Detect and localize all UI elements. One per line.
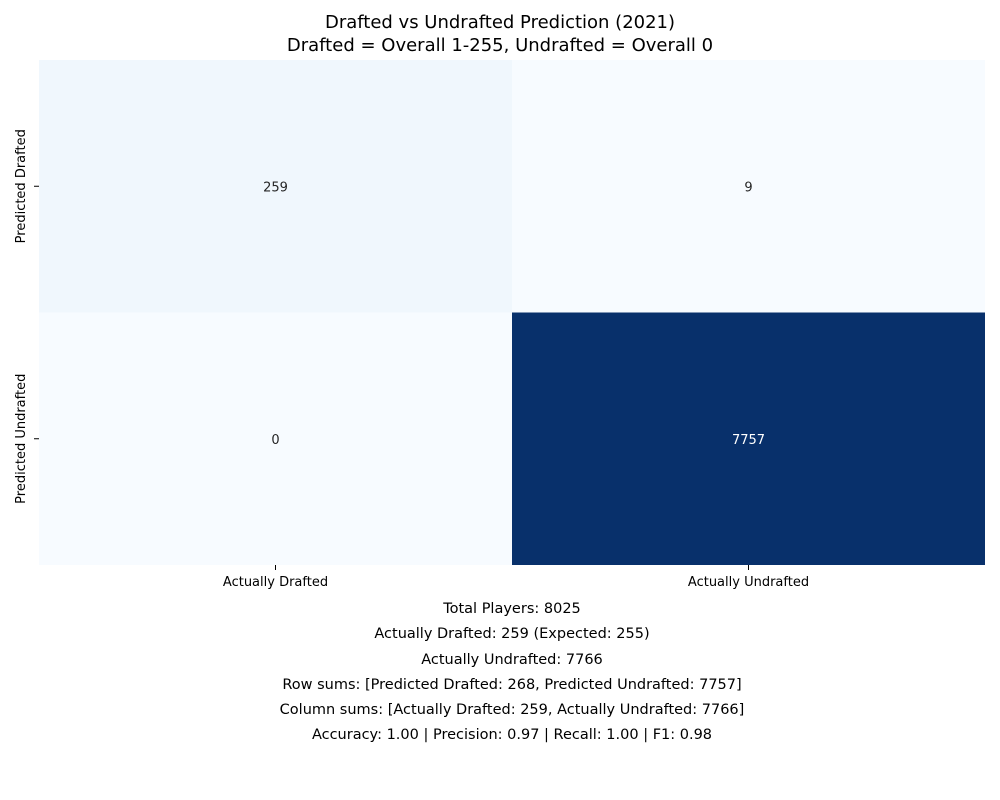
stat-metrics: Accuracy: 1.00 | Precision: 0.97 | Recal…	[311, 727, 713, 743]
stat-actually-undrafted: Actually Undrafted: 7766	[421, 652, 603, 668]
stat-actually-drafted: Actually Drafted: 259 (Expected: 255)	[374, 626, 650, 642]
stat-total-players: Total Players: 8025	[443, 601, 581, 617]
stat-column-sums: Column sums: [Actually Drafted: 259, Act…	[279, 702, 745, 718]
x-tick-label: Actually Drafted	[223, 575, 328, 590]
chart-title: Drafted vs Undrafted Prediction (2021)	[324, 12, 676, 33]
heatmap-cell	[512, 60, 985, 313]
stat-row-sums: Row sums: [Predicted Drafted: 268, Predi…	[282, 677, 742, 693]
cell-value-label: 259	[263, 180, 288, 195]
cell-value-label: 0	[271, 433, 279, 448]
y-tick-label: Predicted Undrafted	[14, 374, 29, 504]
heatmap-cell	[39, 60, 512, 313]
chart-subtitle: Drafted = Overall 1-255, Undrafted = Ove…	[286, 35, 714, 56]
cell-value-label: 7757	[732, 433, 765, 448]
heatmap-cell	[512, 312, 985, 565]
x-tick-label: Actually Undrafted	[688, 575, 809, 590]
y-tick-label: Predicted Drafted	[14, 129, 29, 243]
cell-value-label: 9	[744, 180, 752, 195]
heatmap-cell	[39, 312, 512, 565]
